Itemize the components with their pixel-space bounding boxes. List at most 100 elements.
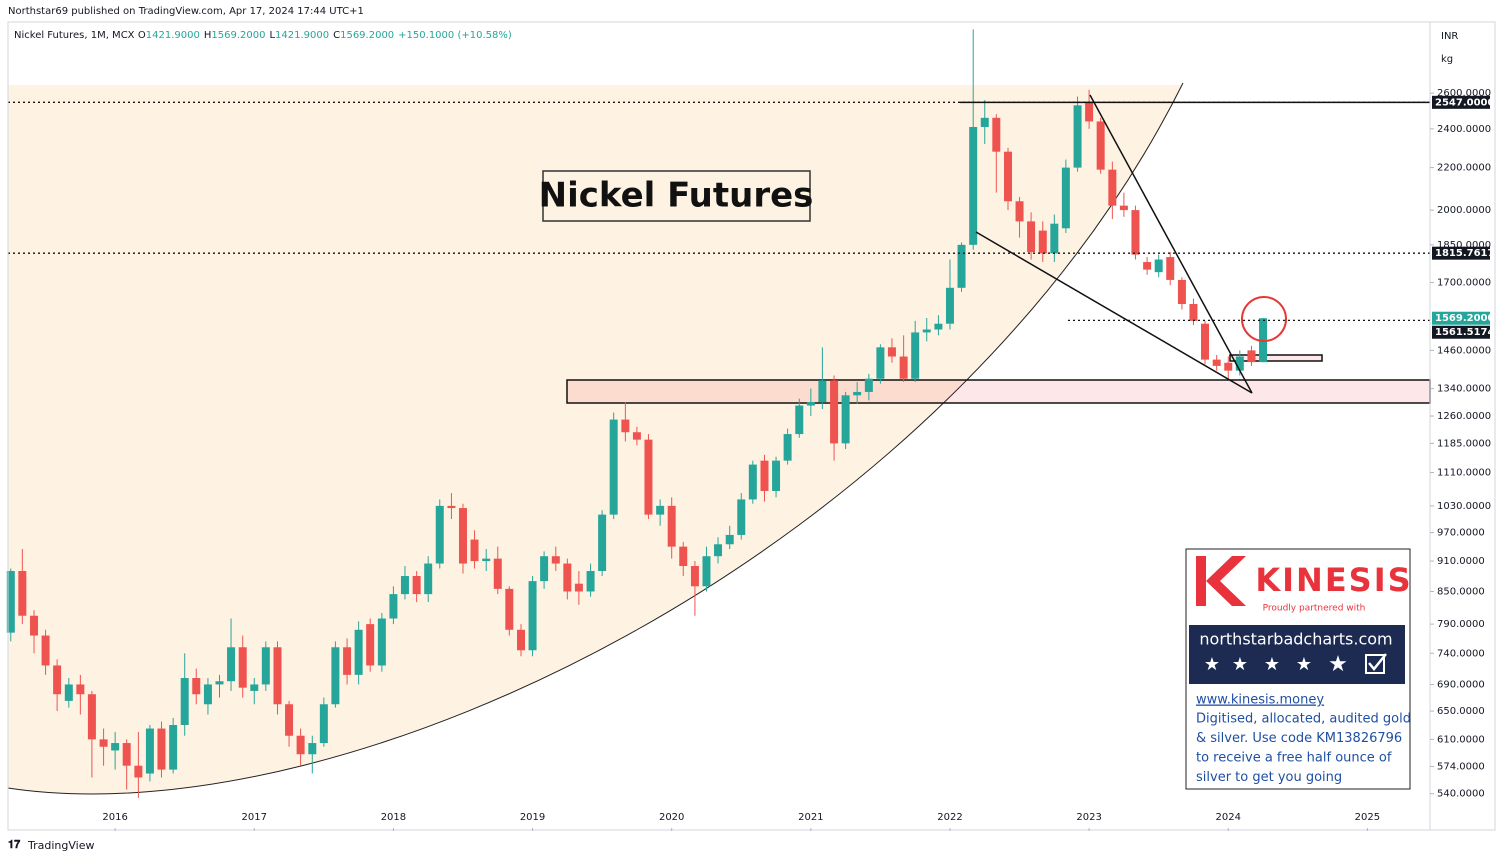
candle-body [238, 647, 247, 688]
x-tick-label: 2021 [798, 812, 823, 823]
last-price-label-bg [1432, 311, 1490, 325]
y-tick-label: 2000.0000 [1437, 205, 1491, 216]
y-tick-label: 1340.0000 [1437, 384, 1491, 395]
field-key: H [204, 30, 212, 41]
y-tick-label: 2400.0000 [1437, 124, 1491, 135]
candle-body [783, 434, 792, 461]
ad: KINESIS Proudly partnered with northstar… [1185, 548, 1411, 790]
candles [6, 29, 1268, 798]
candle-body [563, 563, 572, 592]
candle-body [76, 684, 85, 695]
candle-body [6, 570, 15, 633]
check [1368, 653, 1387, 671]
last-price-label: 1569.2000 [1435, 313, 1495, 324]
x-tick-label: 2019 [520, 812, 545, 823]
candle-body [1015, 201, 1024, 222]
candle-body [1073, 105, 1082, 168]
ad-line: to receive a free half ounce of [1196, 751, 1392, 766]
candle-body [992, 117, 1001, 152]
y-tick-label: 1260.0000 [1437, 411, 1491, 422]
candle-body [911, 332, 920, 379]
candle-body [772, 460, 781, 491]
candle-body [737, 499, 746, 535]
candle-body [273, 647, 282, 705]
candle-body [551, 556, 560, 564]
candle-body [945, 287, 954, 324]
background-layer [7, 82, 1431, 795]
candle-body [53, 665, 62, 695]
ad-line: silver to get you going [1196, 770, 1342, 785]
level-label: 1815.7617 [1435, 248, 1495, 259]
candle-body [424, 563, 433, 595]
candle-body [354, 629, 363, 675]
trend-line [1089, 94, 1253, 394]
candle-body [412, 576, 421, 595]
y-tick-label: 740.0000 [1437, 648, 1485, 659]
chart-title: Nickel Futures [539, 176, 814, 216]
level-label: 1561.5174 [1435, 327, 1495, 338]
candle-body [876, 347, 885, 379]
y-tick-label: 910.0000 [1437, 556, 1485, 567]
shaded-area [8, 85, 1183, 795]
y-tick-label: 850.0000 [1437, 586, 1485, 597]
title-box [542, 170, 811, 222]
candle-body [145, 728, 154, 774]
candle-body [389, 594, 398, 619]
candle-body [644, 439, 653, 515]
candle-body [1085, 101, 1094, 122]
x-tick-label: 2016 [102, 812, 127, 823]
candle-body [227, 647, 236, 682]
y-tick-label: 1850.0000 [1437, 240, 1491, 251]
check-box [1365, 654, 1385, 674]
star: ★ [1296, 654, 1312, 675]
candle-body [1061, 167, 1070, 229]
site: northstarbadcharts.com [1199, 630, 1392, 649]
y-tick-label: 574.0000 [1437, 761, 1485, 772]
link[interactable]: www.kinesis.money [1196, 693, 1324, 708]
candle-body [795, 405, 804, 435]
candle-body [377, 618, 386, 666]
candle-body [864, 378, 873, 392]
candle-body [760, 460, 769, 491]
field-key: L [269, 30, 275, 41]
candle-body [192, 678, 201, 695]
y-tick-label: 540.0000 [1437, 789, 1485, 800]
candle-body [285, 704, 294, 736]
candle-body [841, 395, 850, 444]
footer: TradingView [27, 839, 94, 852]
x-tick-label: 2024 [1216, 812, 1241, 823]
y-tick-label: 790.0000 [1437, 619, 1485, 630]
candle-body [690, 566, 699, 587]
candle-body [470, 539, 479, 562]
candle-body [748, 464, 757, 500]
y-tick-label: 650.0000 [1437, 706, 1485, 717]
candle-body [980, 117, 989, 127]
candle-body [540, 556, 549, 582]
candle-body [621, 419, 630, 433]
candle-body [517, 629, 526, 651]
trend-line [975, 231, 1253, 394]
candle-body [482, 558, 491, 562]
change: +150.1000 (+10.58%) [398, 30, 512, 41]
candle-body [1212, 359, 1221, 366]
candle-body [296, 735, 305, 755]
candle-body [331, 647, 340, 705]
small-zone [1229, 354, 1323, 362]
candle-body [934, 323, 943, 330]
ad-line: Digitised, allocated, audited gold [1196, 712, 1411, 727]
candle-body [1003, 151, 1012, 202]
candle-body [366, 624, 375, 666]
y-tick-label: 2200.0000 [1437, 163, 1491, 174]
candle-body [1143, 262, 1152, 270]
field-value: 1569.2000 [211, 30, 265, 41]
candle-body [1050, 223, 1059, 254]
candle-body [18, 570, 27, 616]
highlight-circle [1241, 296, 1287, 342]
ad-text: Digitised, allocated, audited gold & silv… [1196, 712, 1411, 786]
star: ★ [1204, 654, 1220, 675]
level-label-bg [1432, 325, 1490, 339]
candle-body [528, 581, 537, 651]
unit: kg [1441, 54, 1453, 65]
tagline: Proudly partnered with [1263, 604, 1366, 614]
x-tick-label: 2023 [1076, 812, 1101, 823]
